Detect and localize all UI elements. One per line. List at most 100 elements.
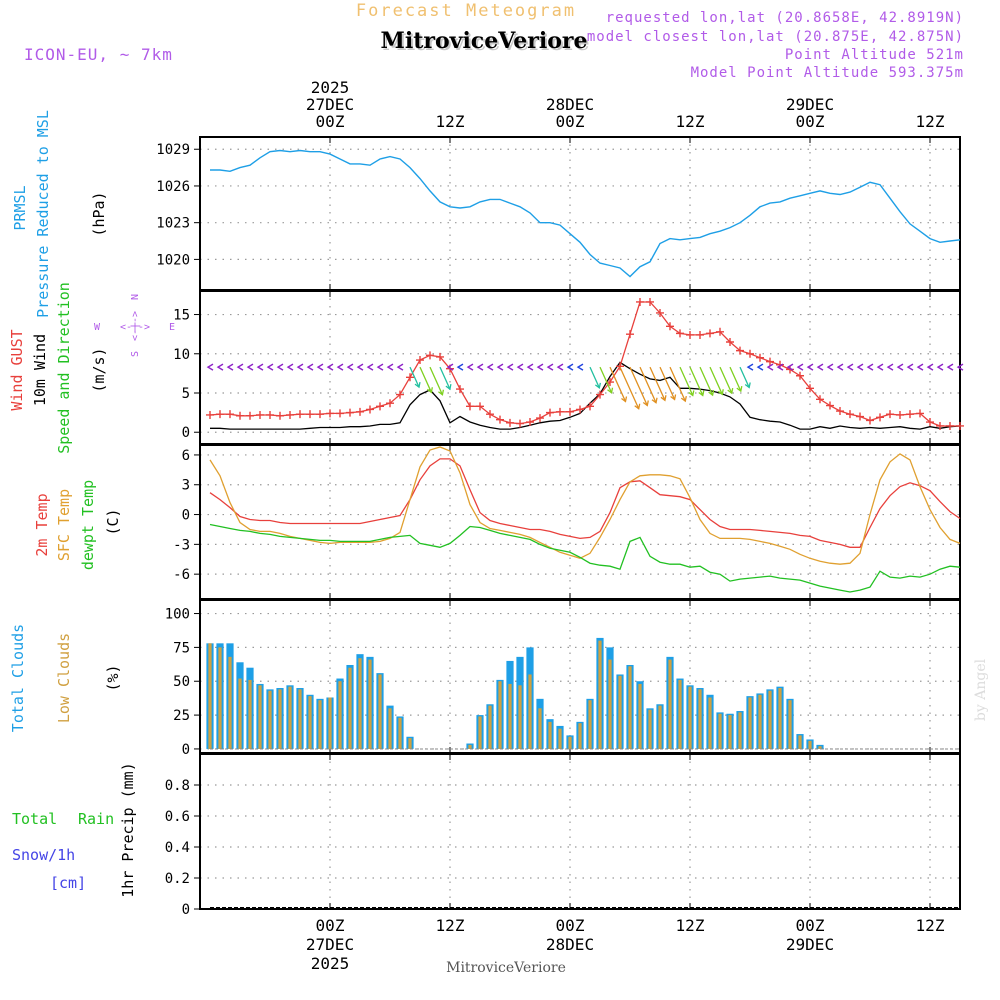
low-clouds-bar	[618, 675, 622, 749]
gust-marker	[346, 408, 354, 417]
time-label-bottom: 00Z	[316, 916, 345, 935]
wind-direction-arrowhead	[642, 400, 649, 407]
time-label-top: 00Z	[796, 112, 825, 131]
gust-marker	[906, 410, 914, 419]
wind-direction-arrow	[206, 363, 214, 371]
low-clouds-bar	[738, 712, 742, 749]
pressure-msl-label: Pressure Reduced to MSL	[34, 110, 52, 318]
time-label-bottom: 00Z	[796, 916, 825, 935]
ytick-label: 25	[173, 708, 190, 724]
wind-direction-arrowhead	[621, 396, 628, 403]
tsfc-label: SFC Temp	[55, 489, 73, 561]
gust-label: Wind GUST	[8, 329, 26, 410]
low-clouds-bar	[548, 721, 552, 749]
gust-marker	[206, 410, 214, 419]
wind-direction-arrow	[639, 366, 657, 403]
wind-direction-arrowhead	[698, 390, 705, 397]
requested-coords: requested lon,lat (20.8658E, 42.8919N)	[606, 10, 964, 26]
wind-direction-arrow	[956, 363, 964, 371]
prmsl-label: PRMSL	[11, 185, 29, 230]
wind-direction-arrow	[486, 363, 494, 371]
wind-direction-arrow	[336, 363, 344, 371]
low-clouds-bar	[318, 700, 322, 749]
low-clouds-bar	[748, 697, 752, 749]
wind-direction-arrow	[256, 363, 264, 371]
clouds-panel: 0 25 50 75 100	[165, 599, 961, 758]
wind-direction-arrow	[346, 363, 354, 371]
low-clouds-bar	[268, 690, 272, 749]
low-clouds-bar	[378, 674, 382, 749]
gust-marker	[846, 410, 854, 419]
gust-marker	[556, 407, 564, 416]
pressure-line	[210, 149, 961, 278]
ytick-label: 0.6	[165, 809, 190, 825]
wind-direction-arrow	[356, 363, 364, 371]
gust-marker	[506, 418, 514, 427]
wind-direction-arrow	[729, 366, 742, 392]
low-clouds-bar	[518, 685, 522, 749]
ytick-label: -3	[173, 537, 190, 553]
low-clouds-bar	[218, 647, 222, 749]
wind-direction-arrow	[659, 366, 676, 400]
gust-marker	[486, 410, 494, 419]
low-clouds-bar	[538, 708, 542, 749]
wind-direction-arrow	[916, 363, 924, 371]
gust-marker	[706, 329, 714, 338]
wind-direction-arrow	[526, 363, 534, 371]
wind-direction-arrowhead	[594, 382, 601, 390]
wind-direction-arrow	[649, 366, 666, 401]
gust-marker	[796, 371, 804, 380]
snow-unit-label: [cm]	[50, 874, 86, 892]
ytick-label: 5	[182, 386, 190, 402]
gust-marker	[566, 407, 574, 416]
gust-marker	[356, 407, 364, 416]
wind-direction-arrow	[246, 363, 254, 371]
gust-marker	[416, 356, 424, 365]
wind-direction-arrow	[669, 366, 686, 402]
wind-direction-arrow	[886, 363, 894, 371]
ytick-label: 6	[182, 448, 190, 464]
gust-marker	[716, 327, 724, 336]
gust-marker	[276, 411, 284, 420]
low-clouds-bar	[478, 716, 482, 749]
pressure-panel: 1020 1023 1026 1029	[156, 136, 961, 291]
low-clouds-bar	[628, 666, 632, 749]
clouds-unit: (%)	[104, 664, 122, 691]
low-clouds-bar	[338, 681, 342, 749]
low-clouds-bar	[248, 679, 252, 749]
time-label-top: 29DEC	[786, 95, 834, 114]
wind-direction-arrow	[689, 366, 704, 396]
wind-direction-arrow	[576, 363, 584, 371]
low-clouds-bar	[498, 681, 502, 749]
gust-marker	[746, 349, 754, 358]
compass-rose: N <-|-> S W <-|-> E	[94, 294, 175, 357]
wind-direction-arrow	[816, 363, 824, 371]
wind-direction-arrow	[719, 366, 733, 394]
ytick-label: 0	[182, 902, 190, 918]
time-label-top: 12Z	[916, 112, 945, 131]
wind-direction-arrow	[786, 363, 794, 371]
wind-unit: (m/s)	[90, 347, 108, 392]
compass-w: W	[94, 322, 101, 333]
wind-panel: 0 5 10 15	[173, 290, 964, 445]
panel-frame	[199, 136, 961, 291]
low-clouds-bar	[778, 688, 782, 749]
ytick-label: 1026	[156, 179, 190, 195]
wind-direction-arrow	[599, 366, 613, 393]
low-clouds-label: Low Clouds	[55, 633, 73, 723]
gust-marker	[386, 399, 394, 408]
wind-direction-arrow	[619, 366, 640, 409]
wind-direction-arrowhead	[426, 387, 433, 394]
model-label: ICON-EU, ~ 7km	[24, 45, 173, 64]
wind-direction-arrow	[429, 366, 444, 395]
t2m-label: 2m Temp	[33, 493, 51, 556]
time-label-top: 12Z	[676, 112, 705, 131]
wind-direction-arrowhead	[607, 387, 614, 394]
closest-coords: model closest lon,lat (20.875E, 42.875N)	[587, 29, 964, 45]
wind-direction-arrow	[386, 363, 394, 371]
gust-marker	[896, 410, 904, 419]
wind-direction-arrow	[409, 366, 420, 388]
wind-direction-arrow	[446, 363, 454, 371]
